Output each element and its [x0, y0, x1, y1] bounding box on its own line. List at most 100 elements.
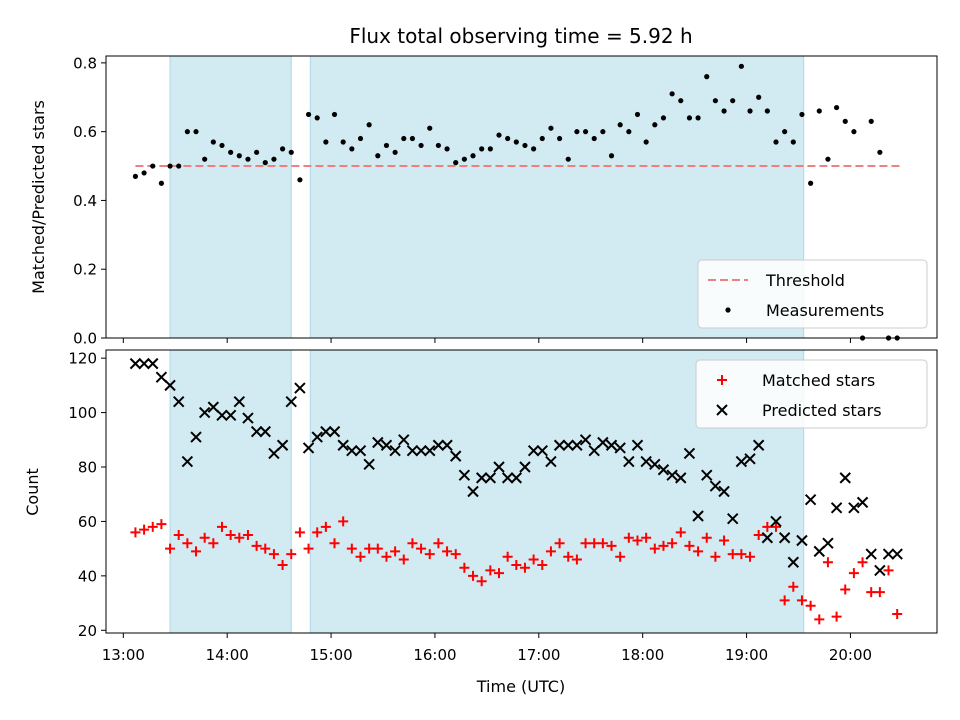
predicted-star-marker [285, 395, 297, 408]
matched-star-marker [519, 562, 530, 573]
matched-star-marker [398, 554, 409, 565]
measurement-point [479, 146, 485, 152]
matched-star-marker [485, 565, 496, 576]
ratio-legend: Threshold Measurements [697, 259, 928, 329]
measurement-point [877, 149, 883, 155]
count-y-axis-label: Count [23, 468, 42, 516]
predicted-star-marker [562, 439, 574, 451]
matched-star-marker [866, 587, 877, 598]
predicted-star-marker [804, 493, 817, 506]
matched-star-marker [476, 576, 487, 587]
measurement-point [712, 98, 719, 104]
matched-star-marker [675, 527, 686, 538]
predicted-star-marker [363, 458, 375, 470]
measurement-point [427, 125, 433, 131]
matched-star-marker [407, 538, 418, 549]
matched-star-marker [286, 549, 297, 560]
x-tick-label: 14:00 [206, 646, 249, 664]
y-tick-label: 0.4 [73, 192, 97, 210]
predicted-star-marker [190, 431, 202, 443]
x-tick-label: 18:00 [621, 646, 664, 664]
predicted-star-marker [467, 485, 479, 498]
measurement-point [202, 156, 208, 162]
measurement-point [418, 142, 424, 149]
measurement-point [825, 156, 831, 162]
matched-star-marker [814, 614, 825, 625]
measurement-point [158, 180, 164, 186]
y-tick-label: 100 [68, 404, 97, 422]
measurement-point [764, 108, 770, 114]
measurement-point [167, 163, 173, 169]
measurement-point [461, 156, 467, 162]
matched-star-marker [545, 546, 556, 557]
predicted-star-marker [675, 472, 687, 484]
matched-star-marker [320, 521, 331, 532]
matched-star-marker [848, 568, 859, 579]
measurement-point [366, 122, 372, 128]
matched-star-marker [303, 543, 314, 554]
matched-star-marker [537, 559, 548, 570]
legend-cross-swatch [716, 404, 728, 416]
predicted-star-marker [874, 564, 886, 577]
measurement-point [305, 111, 312, 118]
matched-star-marker [381, 551, 392, 562]
matched-star-marker [139, 524, 150, 535]
matched-star-marker [433, 538, 444, 549]
measurement-point [747, 108, 753, 114]
predicted-star-marker [129, 357, 142, 370]
y-tick-label: 80 [78, 459, 97, 477]
measurement-point [409, 135, 416, 142]
matched-star-marker [208, 538, 219, 549]
matched-star-marker [390, 546, 401, 557]
measurement-point [210, 139, 216, 145]
matched-star-marker [641, 532, 652, 543]
measurement-point [842, 118, 848, 124]
matched-star-marker [242, 530, 253, 541]
predicted-star-marker [839, 472, 851, 484]
measurement-point [522, 142, 528, 149]
matched-star-marker [693, 546, 704, 557]
predicted-star-marker [475, 472, 488, 484]
predicted-star-marker [830, 502, 843, 514]
measurement-point [132, 173, 139, 179]
measurement-point [695, 115, 701, 121]
x-tick-label: 20:00 [829, 646, 872, 664]
matched-star-marker [355, 551, 366, 562]
matched-star-marker [493, 568, 504, 579]
predicted-star-marker [631, 439, 644, 451]
measurement-point [392, 149, 398, 155]
predicted-star-marker [302, 442, 315, 454]
predicted-star-marker [692, 510, 704, 522]
predicted-star-marker [337, 439, 349, 451]
matched-star-marker [563, 551, 574, 562]
predicted-star-marker [553, 439, 566, 451]
measurement-point [184, 129, 190, 135]
measurement-point [574, 129, 580, 135]
legend-entry-label: Threshold [765, 271, 845, 290]
predicted-star-marker [701, 469, 713, 481]
measurement-point [643, 139, 649, 145]
measurement-point [565, 156, 571, 162]
measurement-point [608, 153, 615, 159]
predicted-star-marker [683, 447, 696, 460]
matched-star-marker [173, 530, 184, 541]
measurement-point [531, 146, 537, 152]
predicted-star-marker [224, 409, 237, 422]
measurement-point [375, 153, 381, 159]
measurement-point [141, 170, 147, 176]
predicted-star-marker [501, 472, 514, 484]
measurement-point [262, 160, 268, 166]
legend-plus-swatch [717, 375, 727, 385]
matched-star-marker [502, 551, 513, 562]
predicted-star-marker [545, 455, 557, 468]
measurement-point [271, 156, 277, 162]
measurement-point [435, 142, 441, 149]
measurement-point [799, 111, 805, 118]
predicted-star-marker [709, 480, 722, 492]
matched-star-marker [892, 608, 903, 619]
predicted-star-marker [164, 379, 176, 392]
matched-star-marker [589, 538, 600, 549]
predicted-star-marker [822, 537, 834, 549]
matched-star-marker [606, 540, 617, 551]
